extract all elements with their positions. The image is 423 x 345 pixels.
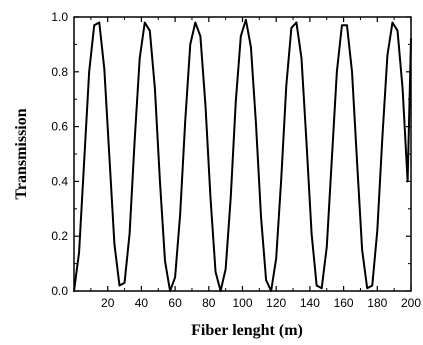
- y-tick-label: 0.8: [51, 65, 68, 79]
- x-tick-label: 160: [334, 296, 354, 310]
- y-tick-label: 1.0: [51, 10, 68, 24]
- transmission-series-line: [73, 18, 412, 292]
- x-tick-label: 80: [202, 296, 216, 310]
- x-tick-label: 40: [135, 296, 149, 310]
- x-tick-label: 200: [401, 296, 421, 310]
- y-tick-label: 0.2: [51, 229, 68, 243]
- plot-area: [73, 18, 412, 292]
- x-tick-label: 140: [300, 296, 320, 310]
- axes: 20 40 60 80 100 120 140 160 180 200 0.0 0.2 0.4 0.6 0.…: [51, 10, 421, 310]
- x-tick-label: 100: [232, 296, 252, 310]
- x-tick-label: 20: [101, 296, 115, 310]
- y-axis-label: Transmission: [13, 108, 30, 199]
- x-tick-label: 120: [266, 296, 286, 310]
- y-tick-label: 0.4: [51, 174, 68, 188]
- x-tick-label: 180: [367, 296, 387, 310]
- y-tick-label: 0.0: [51, 284, 68, 298]
- y-tick-label: 0.6: [51, 120, 68, 134]
- x-tick-label: 60: [168, 296, 182, 310]
- x-axis-label: Fiber lenght (m): [191, 322, 303, 339]
